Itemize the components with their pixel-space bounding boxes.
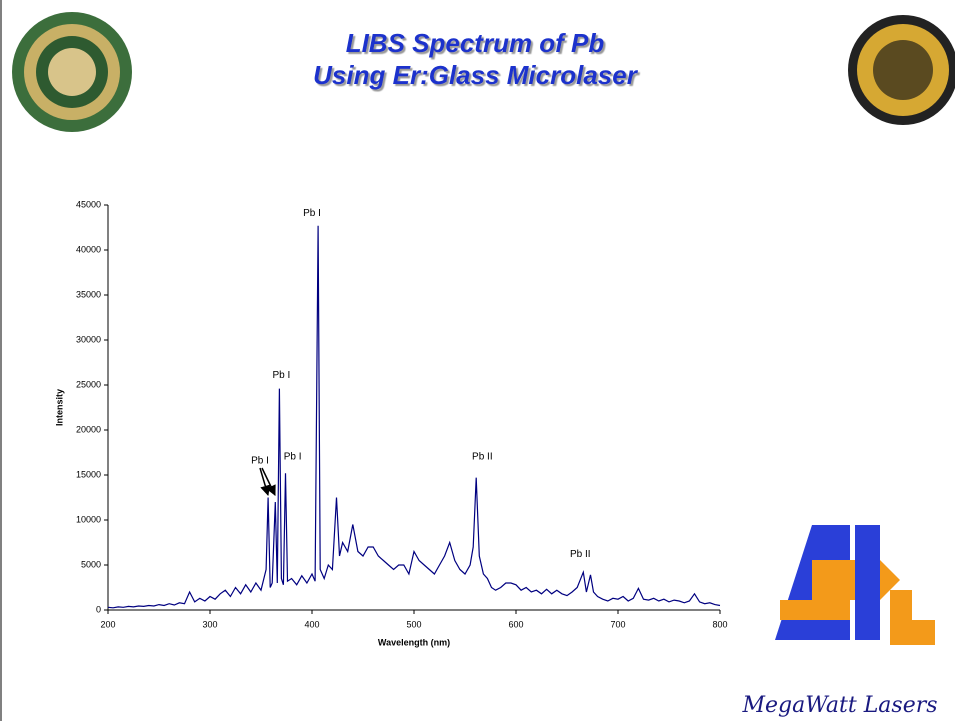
annotation: Pb I xyxy=(284,452,302,463)
spectrum-line xyxy=(107,225,721,609)
y-tick-label: 30000 xyxy=(76,334,101,344)
x-tick-label: 200 xyxy=(100,619,115,629)
annotation: Pb I xyxy=(273,370,291,381)
y-tick-label: 20000 xyxy=(76,424,101,434)
x-tick-label: 800 xyxy=(712,619,727,629)
footer: MegaWatt Lasers xyxy=(741,693,937,718)
y-tick-label: 25000 xyxy=(76,379,101,389)
x-tick-label: 700 xyxy=(610,619,625,629)
title-line: Using Er:Glass Microlaser xyxy=(313,60,639,90)
y-axis-label: Intensity xyxy=(54,389,64,426)
x-tick-label: 300 xyxy=(202,619,217,629)
x-tick-label: 600 xyxy=(508,619,523,629)
annotation: Pb I xyxy=(251,455,269,466)
x-axis-label: Wavelength (nm) xyxy=(378,637,450,647)
title-line: LIBS Spectrum of Pb xyxy=(346,28,605,58)
y-tick-label: 15000 xyxy=(76,469,101,479)
y-tick-label: 0 xyxy=(96,604,101,614)
arrow xyxy=(261,467,276,496)
y-tick-label: 10000 xyxy=(76,514,101,524)
left-seal xyxy=(12,12,132,132)
y-tick-label: 45000 xyxy=(76,199,101,209)
x-tick-label: 500 xyxy=(406,619,421,629)
annotation: Pb II xyxy=(472,452,493,463)
y-tick-label: 35000 xyxy=(76,289,101,299)
arl-logo xyxy=(775,525,935,645)
annotation: Pb II xyxy=(570,549,591,560)
x-tick-label: 400 xyxy=(304,619,319,629)
y-tick-label: 5000 xyxy=(81,559,101,569)
right-seal xyxy=(848,15,955,125)
annotation: Pb I xyxy=(303,208,321,219)
y-tick-label: 40000 xyxy=(76,244,101,254)
